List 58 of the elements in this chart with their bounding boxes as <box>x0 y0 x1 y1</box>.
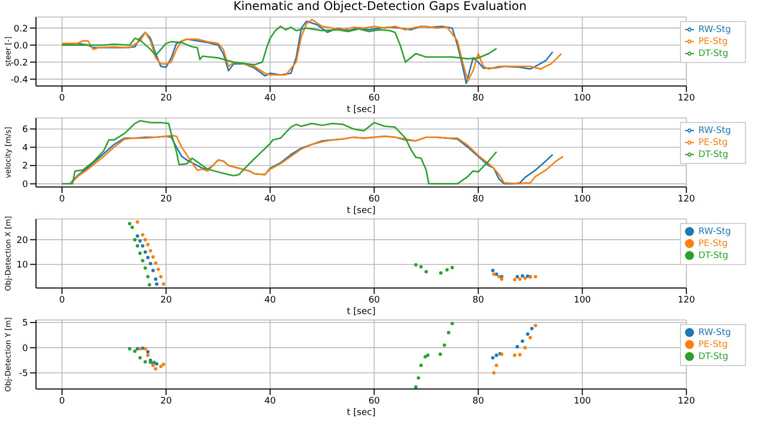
x-tick-label: 0 <box>59 396 66 406</box>
x-axis-title: t [sec] <box>346 307 376 317</box>
legend-label: PE-Stg <box>698 239 728 249</box>
y-tick-label: 5 <box>22 318 28 329</box>
y-tick-label: 2 <box>22 162 28 172</box>
y-tick-label: 0 <box>22 180 28 190</box>
x-tick-label: 120 <box>678 194 696 204</box>
y-tick-label: -0.4 <box>10 75 28 86</box>
x-tick-label: 120 <box>678 93 696 104</box>
y-tick-label: 4 <box>22 143 28 154</box>
legend-label: RW-Stg <box>698 126 731 136</box>
legend-label: PE-Stg <box>698 138 728 148</box>
x-tick-label: 60 <box>368 93 380 104</box>
y-tick-label: 0.0 <box>14 41 28 52</box>
y-tick-label: 20 <box>16 236 28 246</box>
legend-label: DT-Stg <box>698 150 728 160</box>
legend-label: DT-Stg <box>698 251 728 261</box>
x-tick-label: 40 <box>264 295 276 306</box>
y-tick-label: -5 <box>19 369 28 380</box>
x-tick-label: 100 <box>574 93 592 104</box>
x-tick-label: 60 <box>368 396 380 406</box>
x-tick-label: 60 <box>368 295 380 306</box>
x-tick-label: 40 <box>264 93 276 104</box>
x-tick-label: 120 <box>678 396 696 406</box>
x-axis-title: t [sec] <box>346 408 376 418</box>
y-tick-label: 0 <box>22 344 28 354</box>
x-tick-label: 20 <box>160 396 172 406</box>
legend-label: DT-Stg <box>698 49 728 59</box>
x-tick-label: 120 <box>678 295 696 306</box>
x-tick-label: 100 <box>574 194 592 204</box>
x-tick-label: 40 <box>264 194 276 204</box>
x-tick-label: 0 <box>59 93 66 104</box>
legend-label: DT-Stg <box>698 352 728 362</box>
x-tick-label: 20 <box>160 295 172 306</box>
legend-label: PE-Stg <box>698 340 728 350</box>
legend-label: PE-Stg <box>698 37 728 47</box>
x-axis-title: t [sec] <box>346 206 376 216</box>
chart-title: Kinematic and Object-Detection Gaps Evaluation <box>232 0 528 13</box>
x-tick-label: 20 <box>160 93 172 104</box>
y-tick-label: -0.2 <box>10 58 28 68</box>
legend-label: RW-Stg <box>698 227 731 237</box>
x-tick-label: 80 <box>472 194 484 204</box>
x-tick-label: 20 <box>160 194 172 204</box>
x-axis-title: t [sec] <box>346 105 376 115</box>
x-tick-label: 60 <box>368 194 380 204</box>
x-tick-label: 80 <box>472 295 484 306</box>
legend-label: RW-Stg <box>698 25 731 35</box>
x-tick-label: 0 <box>59 295 66 306</box>
x-tick-label: 80 <box>472 93 484 104</box>
y-tick-label: 10 <box>16 260 28 271</box>
x-tick-label: 100 <box>574 396 592 406</box>
y-tick-label: 6 <box>22 125 28 136</box>
x-tick-label: 80 <box>472 396 484 406</box>
legend-label: RW-Stg <box>698 328 731 338</box>
x-tick-label: 100 <box>574 295 592 306</box>
x-tick-label: 40 <box>264 396 276 406</box>
y-tick-label: 0.2 <box>14 24 28 34</box>
x-tick-label: 0 <box>59 194 66 204</box>
